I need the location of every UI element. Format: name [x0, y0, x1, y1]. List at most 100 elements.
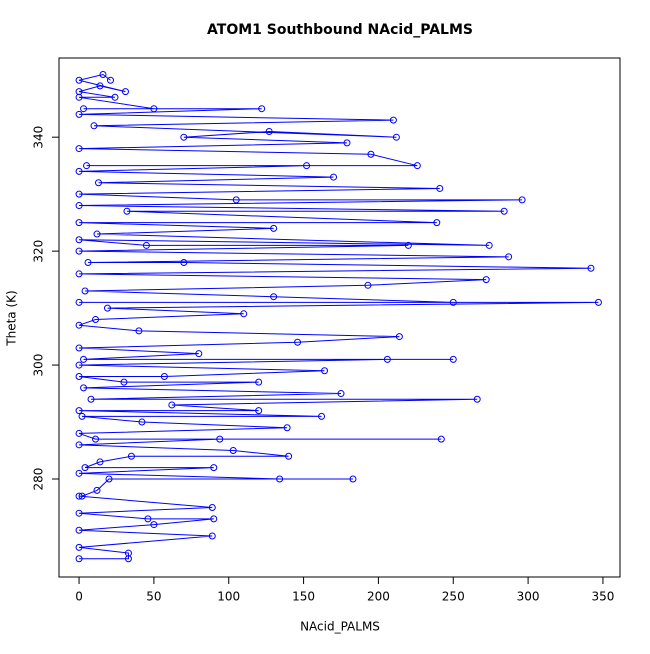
data-point [389, 116, 397, 124]
x-tick-label: 150 [292, 590, 315, 604]
data-point [270, 224, 278, 232]
data-point [232, 196, 240, 204]
data-point [505, 253, 513, 261]
data-point [75, 492, 83, 500]
data-point [75, 236, 83, 244]
data-point [111, 93, 119, 101]
data-point [144, 515, 152, 523]
data-point [210, 464, 218, 472]
data-line [78, 73, 599, 560]
data-point [318, 412, 326, 420]
data-point [75, 219, 83, 227]
y-tick-label: 300 [32, 354, 46, 377]
data-point [121, 88, 129, 96]
data-point [75, 321, 83, 329]
data-point [195, 350, 203, 358]
data-point [485, 241, 493, 249]
data-point [75, 344, 83, 352]
data-point [75, 190, 83, 198]
data-point [92, 435, 100, 443]
data-point [180, 133, 188, 141]
data-point [138, 418, 146, 426]
data-point [75, 543, 83, 551]
data-point [285, 452, 293, 460]
data-point [229, 447, 237, 455]
data-point [367, 150, 375, 158]
data-point [135, 327, 143, 335]
data-point [75, 441, 83, 449]
data-point [84, 259, 92, 267]
plot-frame [58, 57, 621, 578]
data-point [500, 207, 508, 215]
data-point [216, 435, 224, 443]
data-point [404, 241, 412, 249]
data-point [392, 133, 400, 141]
y-axis-label: Theta (K) [5, 290, 19, 346]
data-point [294, 338, 302, 346]
data-point [75, 407, 83, 415]
data-point [75, 469, 83, 477]
data-point [321, 367, 329, 375]
data-point [80, 355, 88, 363]
data-point [587, 264, 595, 272]
data-point [594, 298, 602, 306]
data-point [180, 259, 188, 267]
data-point [95, 179, 103, 187]
data-point [383, 355, 391, 363]
x-tick-label: 50 [146, 590, 161, 604]
x-tick-label: 250 [442, 590, 465, 604]
x-axis-label: NAcid_PALMS [300, 620, 380, 634]
data-point [270, 293, 278, 301]
data-point [80, 105, 88, 113]
data-point [449, 355, 457, 363]
data-point [75, 202, 83, 210]
data-point [518, 196, 526, 204]
data-point [106, 76, 114, 84]
x-tick-label: 200 [367, 590, 390, 604]
data-point [150, 521, 158, 529]
data-point [75, 372, 83, 380]
data-point [255, 407, 263, 415]
chart-title: ATOM1 Southbound NAcid_PALMS [207, 22, 473, 38]
data-point [433, 219, 441, 227]
data-point [96, 82, 104, 90]
data-point [120, 378, 128, 386]
data-point [208, 503, 216, 511]
data-point [255, 378, 263, 386]
data-point [124, 549, 132, 557]
data-point [75, 509, 83, 517]
data-point [142, 241, 150, 249]
data-point [93, 230, 101, 238]
data-point [123, 207, 131, 215]
data-point [75, 247, 83, 255]
data-point [303, 162, 311, 170]
data-point [343, 139, 351, 147]
data-point [265, 127, 273, 135]
data-point [127, 452, 135, 460]
x-tick-label: 300 [517, 590, 540, 604]
data-point [78, 492, 86, 500]
data-point [473, 395, 481, 403]
data-point [449, 298, 457, 306]
data-point [99, 71, 107, 79]
x-tick-label: 100 [217, 590, 240, 604]
data-point [103, 304, 111, 312]
y-tick-label: 340 [32, 126, 46, 149]
y-tick-label: 320 [32, 240, 46, 263]
data-point [437, 435, 445, 443]
data-point [208, 532, 216, 540]
data-point [258, 105, 266, 113]
data-point [78, 412, 86, 420]
data-point [150, 105, 158, 113]
data-point [87, 395, 95, 403]
data-point [80, 384, 88, 392]
data-point [349, 475, 357, 483]
data-point [75, 361, 83, 369]
data-point [90, 122, 98, 130]
data-point [482, 276, 490, 284]
data-point [240, 310, 248, 318]
data-point [210, 515, 218, 523]
data-point [75, 526, 83, 534]
data-point [75, 110, 83, 118]
data-point [105, 475, 113, 483]
